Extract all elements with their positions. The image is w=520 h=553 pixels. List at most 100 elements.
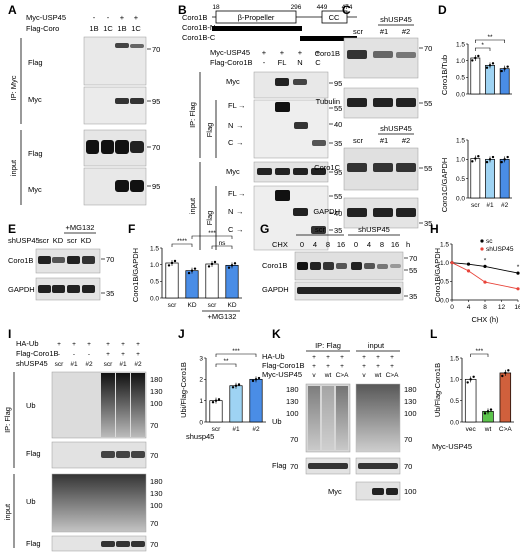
panel-letter-a: A	[8, 3, 17, 17]
blot-label: GAPDH	[313, 207, 340, 216]
panel-letter-i: I	[8, 327, 11, 341]
bar-chart-j: 0 1 2 3 scr #1 #2 *****	[199, 348, 266, 433]
mw-label: 180	[286, 385, 299, 394]
data-point	[500, 160, 503, 164]
bar	[470, 158, 481, 199]
blot-label: Flag	[272, 461, 287, 470]
bar	[205, 263, 219, 299]
lane-label: scr	[353, 136, 364, 145]
blot-band	[396, 98, 416, 107]
panel-e: E +MG132 shUSP45 scr KD scr KD Coro1B 70…	[8, 222, 114, 301]
mw-label: 180	[150, 375, 163, 384]
domain-position: 296	[291, 4, 302, 11]
row-label: Myc-USP45	[26, 13, 66, 22]
blot-band	[297, 287, 401, 294]
group-header: shUSP45	[380, 15, 412, 24]
blot-label: Myc	[28, 185, 42, 194]
panel-l: L Ub/Flag-Coro1B 0.0 0.5 1.0 1.5 vec wt C>A ***…	[430, 327, 514, 451]
blot-band	[52, 257, 65, 263]
lane-value: +	[136, 351, 140, 358]
arrow-icon: →	[238, 101, 246, 110]
lane-value: +	[312, 354, 316, 361]
ip-label: IP: Flag	[188, 102, 197, 128]
y-tick-label: 0	[199, 419, 203, 426]
data-point	[254, 378, 258, 381]
ub-smear	[116, 373, 130, 437]
x-tick-label: #2	[501, 202, 509, 209]
ub-smear	[336, 386, 348, 450]
mw-label: 40	[334, 120, 342, 129]
data-point	[477, 155, 480, 158]
x-tick-label: KD	[227, 302, 236, 309]
lane-value: +	[326, 354, 330, 361]
mw-label: 180	[150, 477, 163, 486]
blot-band	[115, 140, 129, 154]
group-label: shUSP45	[358, 225, 390, 234]
lane-value: scr	[55, 361, 65, 368]
blot-band	[116, 451, 130, 458]
lane-value: v	[312, 372, 316, 379]
x-tick-label: scr	[212, 426, 222, 433]
panel-k: K IP: Flag input HA-Ub Flag-Coro1B Myc-U…	[262, 327, 417, 501]
data-point	[491, 62, 495, 65]
data-point	[474, 157, 477, 160]
series-point	[516, 271, 520, 275]
lane-value: +	[376, 354, 380, 361]
lane-value: +	[57, 341, 61, 348]
y-tick-label: 1.5	[456, 41, 465, 48]
blot-band	[38, 256, 51, 264]
lane-value: -	[88, 351, 90, 358]
mw-label: 55	[334, 104, 342, 113]
blot-band	[312, 140, 326, 146]
significance-label: **	[223, 358, 229, 365]
blot-strip	[51, 441, 147, 469]
mw-label: 70	[290, 462, 298, 471]
data-point	[474, 56, 477, 60]
blot-label: GAPDH	[262, 285, 289, 294]
lane-label: KD	[53, 236, 64, 245]
row-label: HA-Ub	[16, 339, 39, 348]
data-point	[466, 381, 469, 384]
series-line	[451, 262, 519, 290]
y-tick-label: 3	[199, 355, 203, 362]
series-point	[483, 280, 487, 284]
significance-bracket	[475, 47, 491, 51]
significance-label: ***	[208, 230, 216, 237]
arrow-label: N	[228, 121, 233, 130]
blot-band	[297, 262, 308, 270]
y-tick-label: 0.0	[456, 195, 465, 202]
blot-label: Flag	[26, 539, 41, 548]
row-label: HA-Ub	[262, 352, 285, 361]
blot-strip	[253, 161, 329, 183]
ip-label: IP: Myc	[9, 75, 18, 100]
mw-label: 95	[334, 168, 342, 177]
arrow-label: FL	[228, 101, 237, 110]
lane-value: N	[297, 58, 302, 67]
blot-band	[131, 451, 145, 458]
blot-band	[373, 208, 393, 217]
series-point	[466, 262, 471, 266]
lane-value: -	[93, 13, 96, 22]
mw-label: 130	[286, 397, 299, 406]
blot-band	[115, 180, 129, 192]
data-point	[233, 262, 237, 265]
data-point	[504, 371, 507, 375]
x-tick-label: 0	[450, 304, 454, 311]
x-tick-label: #1	[232, 426, 240, 433]
arrow-label: C	[228, 138, 234, 147]
data-point	[507, 369, 510, 372]
blot-band	[311, 168, 326, 175]
y-axis-label: Coro1B/GAPDH	[433, 248, 442, 302]
y-tick-label: 1.5	[150, 245, 159, 252]
y-tick-label: 0.5	[456, 75, 465, 82]
row-label: Flag-Coro1B	[16, 349, 59, 358]
bar-chart-d-bottom: 0.0 0.5 1.0 1.5 scr #1 #2	[456, 137, 512, 209]
time-unit: h	[406, 240, 410, 249]
construct-label: Coro1B	[182, 13, 207, 22]
data-point	[193, 267, 197, 270]
lane-value: 1C	[103, 24, 113, 33]
panel-letter-h: H	[430, 222, 439, 236]
mw-label: 55	[424, 164, 432, 173]
lane-value: wt	[374, 372, 382, 379]
y-tick-label: 2	[199, 377, 203, 384]
